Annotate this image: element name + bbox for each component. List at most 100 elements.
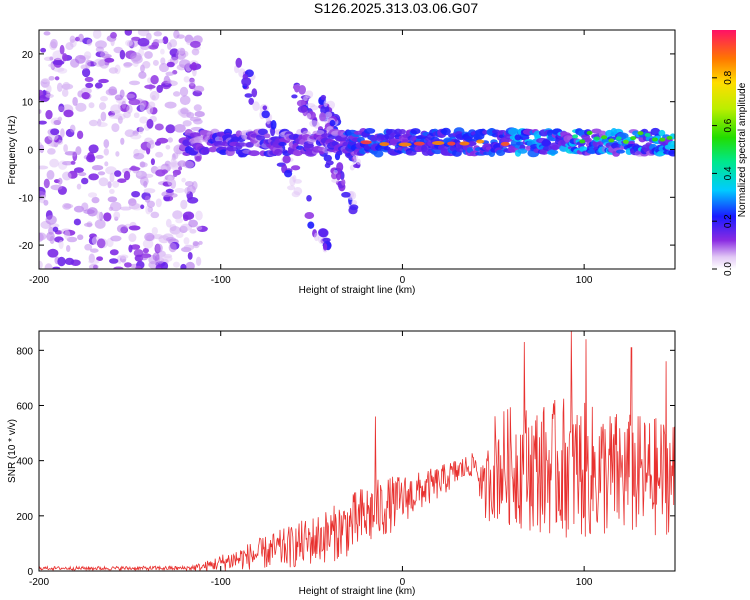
spectrogram-cell <box>104 57 115 63</box>
spectrogram-cell <box>44 263 53 269</box>
spectrogram-cell <box>158 235 170 244</box>
spectrogram-cell <box>515 141 525 146</box>
spectrogram-cell <box>77 234 84 241</box>
spectrogram-cell <box>160 48 165 55</box>
spectrogram-cell <box>157 39 164 44</box>
spectrogram-cell <box>160 255 173 263</box>
spectrogram-cell <box>467 141 477 147</box>
spectrogram-cell <box>182 120 192 127</box>
spectrogram-cell <box>167 175 174 186</box>
spectrogram-cell <box>167 137 174 143</box>
spectrogram-cell <box>97 171 106 176</box>
spectrogram-cell <box>167 42 172 50</box>
spectrogram-cell <box>128 225 141 231</box>
spectrogram-cell <box>103 212 112 222</box>
snr-ytick-label: 800 <box>16 346 33 357</box>
spectrogram-cell <box>119 206 132 211</box>
spectrogram-cell <box>133 112 140 119</box>
spectrogram-cell <box>100 95 108 102</box>
spectrogram-cell <box>89 248 99 253</box>
spectrogram-cell <box>341 191 351 198</box>
spectrogram-cell <box>180 263 187 269</box>
spectrogram-cell <box>508 127 520 136</box>
spectrogram-cell <box>165 218 172 228</box>
spectrogram-cell <box>398 142 412 147</box>
spectrogram-xtick-label: -100 <box>211 275 231 286</box>
spectrogram-cell <box>305 103 316 108</box>
spectrogram-cell <box>198 240 203 245</box>
spectrogram-cell <box>39 144 45 154</box>
spectrogram-cell <box>398 128 406 135</box>
spectrogram-cell <box>69 124 76 133</box>
spectrogram-ytick-label: 10 <box>22 98 34 109</box>
spectrogram-cell <box>96 238 106 249</box>
spectrogram-cell <box>81 67 91 78</box>
spectrogram-cell <box>41 78 51 83</box>
spectrogram-cell <box>177 47 186 55</box>
spectrogram-cell <box>48 75 55 81</box>
spectrogram-cell <box>637 131 644 136</box>
spectrogram-cell <box>156 137 169 144</box>
spectrogram-cell <box>150 74 159 85</box>
snr-xtick-label: -200 <box>29 577 49 588</box>
spectrogram-ylabel: Frequency (Hz) <box>7 116 18 185</box>
spectrogram-cell <box>193 118 203 125</box>
spectrogram-cell <box>110 235 122 242</box>
spectrogram-cell <box>46 84 52 94</box>
spectrogram-cell <box>130 244 141 250</box>
spectrogram-cell <box>262 105 268 111</box>
spectrogram-cell <box>116 224 128 233</box>
spectrogram-cell <box>110 104 122 114</box>
spectrogram-cell <box>309 120 319 128</box>
spectrogram-cell <box>184 187 191 195</box>
spectrogram-cell <box>64 257 75 265</box>
spectrogram-cell <box>47 148 56 155</box>
spectrogram-cell <box>329 119 336 127</box>
spectrogram-cell <box>142 247 149 254</box>
spectrogram-cell <box>40 47 47 53</box>
spectrogram-cell <box>81 92 90 100</box>
spectrogram-cell <box>94 82 103 89</box>
spectrogram-cell <box>128 80 141 86</box>
spectrogram-cell <box>319 112 326 122</box>
spectrogram-cell <box>325 111 333 118</box>
spectrogram-cell <box>155 169 166 177</box>
spectrogram-cell <box>364 128 376 134</box>
spectrogram-cell <box>180 199 188 210</box>
spectrogram-cell <box>46 170 55 180</box>
spectrogram-cell <box>320 94 327 101</box>
spectrogram-cell <box>128 98 141 106</box>
spectrogram-cell <box>114 170 122 177</box>
spectrogram-cell <box>59 44 65 55</box>
spectrogram-cell <box>196 225 203 231</box>
spectrogram-cell <box>176 34 185 39</box>
spectrogram-cell <box>62 53 68 62</box>
spectrogram-cell <box>39 232 44 242</box>
spectrogram-cell <box>572 134 579 139</box>
spectrogram-xtick-label: 0 <box>400 275 406 286</box>
spectrogram-cell <box>91 196 100 204</box>
spectrogram-cell <box>74 54 86 64</box>
spectrogram-cell <box>81 202 89 212</box>
spectrogram-cell <box>314 129 325 136</box>
snr-xlabel: Height of straight line (km) <box>299 586 416 597</box>
spectrogram-cell <box>73 167 84 173</box>
spectrogram-cell <box>666 135 673 140</box>
spectrogram-cell <box>45 215 57 225</box>
spectrogram-cell <box>202 146 210 155</box>
spectrogram-cell <box>62 203 72 210</box>
spectrogram-cell <box>668 149 675 157</box>
spectrogram-cell <box>50 184 63 191</box>
spectrogram-cell <box>91 164 104 171</box>
colorbar-axis: 0.0 0.2 0.4 0.6 0.8 <box>712 70 734 276</box>
snr-series-line <box>39 331 675 571</box>
spectrogram-cell <box>65 42 74 51</box>
spectrogram-cell <box>88 263 99 269</box>
spectrogram-cell <box>313 232 320 242</box>
snr-ytick-label: 200 <box>16 512 33 523</box>
snr-ytick-label: 600 <box>16 401 33 412</box>
spectrogram-cell <box>191 48 200 56</box>
spectrogram-cell <box>192 240 199 247</box>
spectrogram-cell <box>62 81 71 91</box>
